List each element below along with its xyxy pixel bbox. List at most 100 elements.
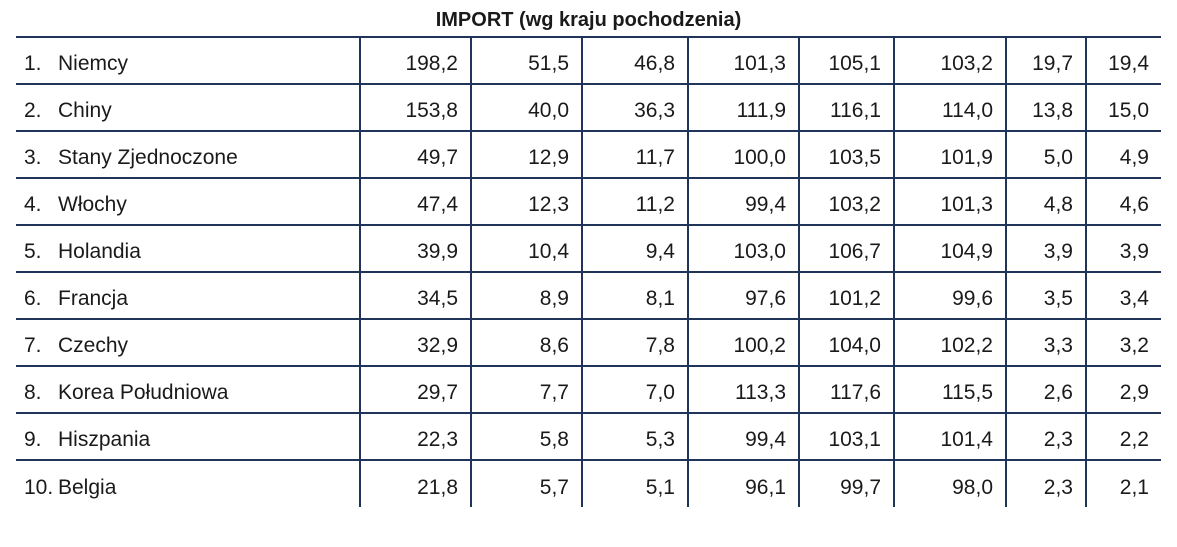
country-cell: 4. Włochy bbox=[16, 179, 359, 224]
value-cell: 22,3 bbox=[359, 414, 470, 459]
value-cell: 3,3 bbox=[1005, 320, 1085, 365]
value-cell: 5,8 bbox=[470, 414, 581, 459]
rank-label: 1. bbox=[24, 52, 42, 75]
country-cell: 3. Stany Zjednoczone bbox=[16, 132, 359, 177]
value-cell: 3,4 bbox=[1085, 273, 1161, 318]
country-cell: 8. Korea Południowa bbox=[16, 367, 359, 412]
country-label: Belgia bbox=[58, 476, 117, 499]
rank-label: 3. bbox=[24, 146, 42, 169]
value-cell: 7,0 bbox=[581, 367, 687, 412]
value-cell: 12,3 bbox=[470, 179, 581, 224]
value-cell: 2,9 bbox=[1085, 367, 1161, 412]
value-cell: 46,8 bbox=[581, 38, 687, 83]
value-cell: 113,3 bbox=[687, 367, 798, 412]
value-cell: 4,6 bbox=[1085, 179, 1161, 224]
value-cell: 19,4 bbox=[1085, 38, 1161, 83]
value-cell: 51,5 bbox=[470, 38, 581, 83]
country-cell: 6. Francja bbox=[16, 273, 359, 318]
value-cell: 5,0 bbox=[1005, 132, 1085, 177]
country-label: Włochy bbox=[58, 193, 127, 216]
value-cell: 8,9 bbox=[470, 273, 581, 318]
value-cell: 101,3 bbox=[687, 38, 798, 83]
value-cell: 106,7 bbox=[798, 226, 893, 271]
value-cell: 39,9 bbox=[359, 226, 470, 271]
value-cell: 19,7 bbox=[1005, 38, 1085, 83]
value-cell: 102,2 bbox=[893, 320, 1005, 365]
table-row: 3. Stany Zjednoczone 49,7 12,9 11,7 100,0… bbox=[16, 132, 1161, 179]
value-cell: 36,3 bbox=[581, 85, 687, 130]
table-title: IMPORT (wg kraju pochodzenia) bbox=[435, 9, 742, 31]
value-cell: 4,9 bbox=[1085, 132, 1161, 177]
value-cell: 103,2 bbox=[893, 38, 1005, 83]
country-label: Niemcy bbox=[58, 52, 129, 75]
value-cell: 4,8 bbox=[1005, 179, 1085, 224]
value-cell: 3,9 bbox=[1085, 226, 1161, 271]
value-cell: 2,3 bbox=[1005, 461, 1085, 507]
country-cell: 7. Czechy bbox=[16, 320, 359, 365]
table-row: 9. Hiszpania 22,3 5,8 5,3 99,4 103,1 101,… bbox=[16, 414, 1161, 461]
value-cell: 99,4 bbox=[687, 179, 798, 224]
value-cell: 15,0 bbox=[1085, 85, 1161, 130]
value-cell: 2,1 bbox=[1085, 461, 1161, 507]
value-cell: 105,1 bbox=[798, 38, 893, 83]
rank-label: 5. bbox=[24, 240, 42, 263]
value-cell: 13,8 bbox=[1005, 85, 1085, 130]
value-cell: 99,4 bbox=[687, 414, 798, 459]
value-cell: 21,8 bbox=[359, 461, 470, 507]
country-cell: 10. Belgia bbox=[16, 461, 359, 507]
country-label: Korea Południowa bbox=[58, 381, 229, 404]
value-cell: 153,8 bbox=[359, 85, 470, 130]
value-cell: 96,1 bbox=[687, 461, 798, 507]
value-cell: 103,1 bbox=[798, 414, 893, 459]
value-cell: 29,7 bbox=[359, 367, 470, 412]
value-cell: 97,6 bbox=[687, 273, 798, 318]
value-cell: 99,7 bbox=[798, 461, 893, 507]
rank-label: 4. bbox=[24, 193, 42, 216]
value-cell: 9,4 bbox=[581, 226, 687, 271]
table-row: 6. Francja 34,5 8,9 8,1 97,6 101,2 99,6 3… bbox=[16, 273, 1161, 320]
value-cell: 7,7 bbox=[470, 367, 581, 412]
value-cell: 198,2 bbox=[359, 38, 470, 83]
value-cell: 8,6 bbox=[470, 320, 581, 365]
country-label: Francja bbox=[58, 287, 129, 310]
country-cell: 2. Chiny bbox=[16, 85, 359, 130]
value-cell: 99,6 bbox=[893, 273, 1005, 318]
value-cell: 2,3 bbox=[1005, 414, 1085, 459]
country-label: Stany Zjednoczone bbox=[58, 146, 238, 169]
value-cell: 104,9 bbox=[893, 226, 1005, 271]
value-cell: 103,2 bbox=[798, 179, 893, 224]
table-row: 1. Niemcy 198,2 51,5 46,8 101,3 105,1 103… bbox=[16, 38, 1161, 85]
table-row: 8. Korea Południowa 29,7 7,7 7,0 113,3 11… bbox=[16, 367, 1161, 414]
table-row: 5. Holandia 39,9 10,4 9,4 103,0 106,7 104… bbox=[16, 226, 1161, 273]
value-cell: 100,2 bbox=[687, 320, 798, 365]
value-cell: 7,8 bbox=[581, 320, 687, 365]
value-cell: 49,7 bbox=[359, 132, 470, 177]
value-cell: 101,4 bbox=[893, 414, 1005, 459]
value-cell: 5,1 bbox=[581, 461, 687, 507]
value-cell: 32,9 bbox=[359, 320, 470, 365]
table-row: 2. Chiny 153,8 40,0 36,3 111,9 116,1 114,… bbox=[16, 85, 1161, 132]
value-cell: 104,0 bbox=[798, 320, 893, 365]
rank-label: 9. bbox=[24, 428, 42, 451]
value-cell: 47,4 bbox=[359, 179, 470, 224]
value-cell: 117,6 bbox=[798, 367, 893, 412]
country-cell: 5. Holandia bbox=[16, 226, 359, 271]
value-cell: 2,6 bbox=[1005, 367, 1085, 412]
value-cell: 101,2 bbox=[798, 273, 893, 318]
value-cell: 8,1 bbox=[581, 273, 687, 318]
value-cell: 101,9 bbox=[893, 132, 1005, 177]
value-cell: 12,9 bbox=[470, 132, 581, 177]
value-cell: 3,5 bbox=[1005, 273, 1085, 318]
value-cell: 2,2 bbox=[1085, 414, 1161, 459]
table-row: 7. Czechy 32,9 8,6 7,8 100,2 104,0 102,2 … bbox=[16, 320, 1161, 367]
value-cell: 114,0 bbox=[893, 85, 1005, 130]
import-table: 1. Niemcy 198,2 51,5 46,8 101,3 105,1 103… bbox=[16, 36, 1161, 507]
value-cell: 40,0 bbox=[470, 85, 581, 130]
value-cell: 100,0 bbox=[687, 132, 798, 177]
value-cell: 10,4 bbox=[470, 226, 581, 271]
rank-label: 6. bbox=[24, 287, 42, 310]
country-cell: 9. Hiszpania bbox=[16, 414, 359, 459]
rank-label: 10. bbox=[24, 476, 54, 499]
value-cell: 103,5 bbox=[798, 132, 893, 177]
country-label: Hiszpania bbox=[58, 428, 151, 451]
